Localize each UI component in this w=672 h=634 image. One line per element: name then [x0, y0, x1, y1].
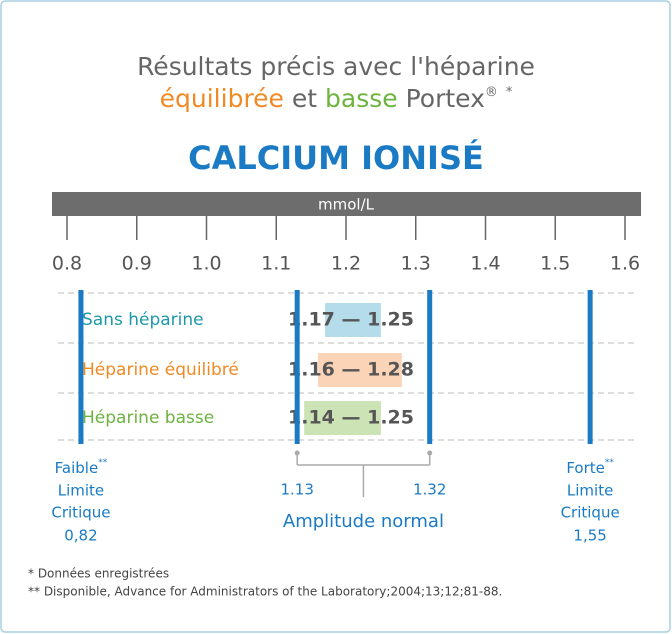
footnote: * Données enregistrées	[28, 567, 169, 581]
limit-line2: Critique	[561, 504, 620, 522]
x-tick-label: 1.0	[191, 253, 221, 275]
unit-bar	[52, 192, 641, 216]
title-line1: Résultats précis avec l'héparine	[137, 52, 535, 81]
limit-value: 0,82	[64, 527, 97, 545]
range-box	[318, 353, 402, 387]
footnote: ** Disponible, Advance for Administrator…	[28, 585, 502, 599]
range-box	[304, 401, 381, 435]
range-label: 1.14 — 1.25	[288, 407, 414, 429]
title-word: et	[292, 84, 317, 113]
limit-note: **	[605, 458, 615, 468]
x-tick-label: 1.3	[401, 253, 431, 275]
range-box	[325, 303, 381, 337]
normal-high-label: 1.32	[413, 481, 446, 499]
limit-name-text: Forte	[566, 459, 605, 477]
title-word: Portex	[406, 84, 485, 113]
title-line2: équilibrée et basse Portex® *	[160, 76, 513, 113]
limit-name-text: Faible	[55, 459, 99, 477]
limit-line2: Critique	[51, 504, 110, 522]
range-label: 1.16 — 1.28	[288, 359, 414, 381]
range-label: 1.17 — 1.25	[288, 309, 414, 331]
x-tick-label: 0.8	[52, 253, 82, 275]
unit-label: mmol/L	[318, 196, 375, 214]
x-tick-label: 1.6	[610, 253, 640, 275]
title-word: équilibrée	[160, 84, 284, 113]
limit-line1: Limite	[58, 482, 104, 500]
x-tick-label: 1.2	[331, 253, 361, 275]
category-label: Héparine équilibré	[82, 360, 239, 380]
limit-name: Faible**	[55, 458, 108, 477]
category-label: Sans héparine	[82, 310, 204, 330]
limit-name: Forte**	[566, 458, 614, 477]
limit-value: 1,55	[573, 527, 606, 545]
title-mark: ®	[485, 85, 498, 100]
x-tick-label: 1.1	[261, 253, 291, 275]
limit-line1: Limite	[567, 482, 613, 500]
limit-note: **	[98, 458, 108, 468]
normal-name: Amplitude normal	[283, 511, 444, 532]
chart-title: CALCIUM IONISÉ	[188, 139, 484, 177]
title-word: basse	[325, 84, 398, 113]
x-tick-label: 1.5	[540, 253, 570, 275]
normal-low-label: 1.13	[280, 481, 313, 499]
category-label: Héparine basse	[82, 408, 214, 428]
title-note: *	[506, 85, 513, 100]
x-tick-label: 1.4	[470, 253, 500, 275]
x-tick-label: 0.9	[122, 253, 152, 275]
